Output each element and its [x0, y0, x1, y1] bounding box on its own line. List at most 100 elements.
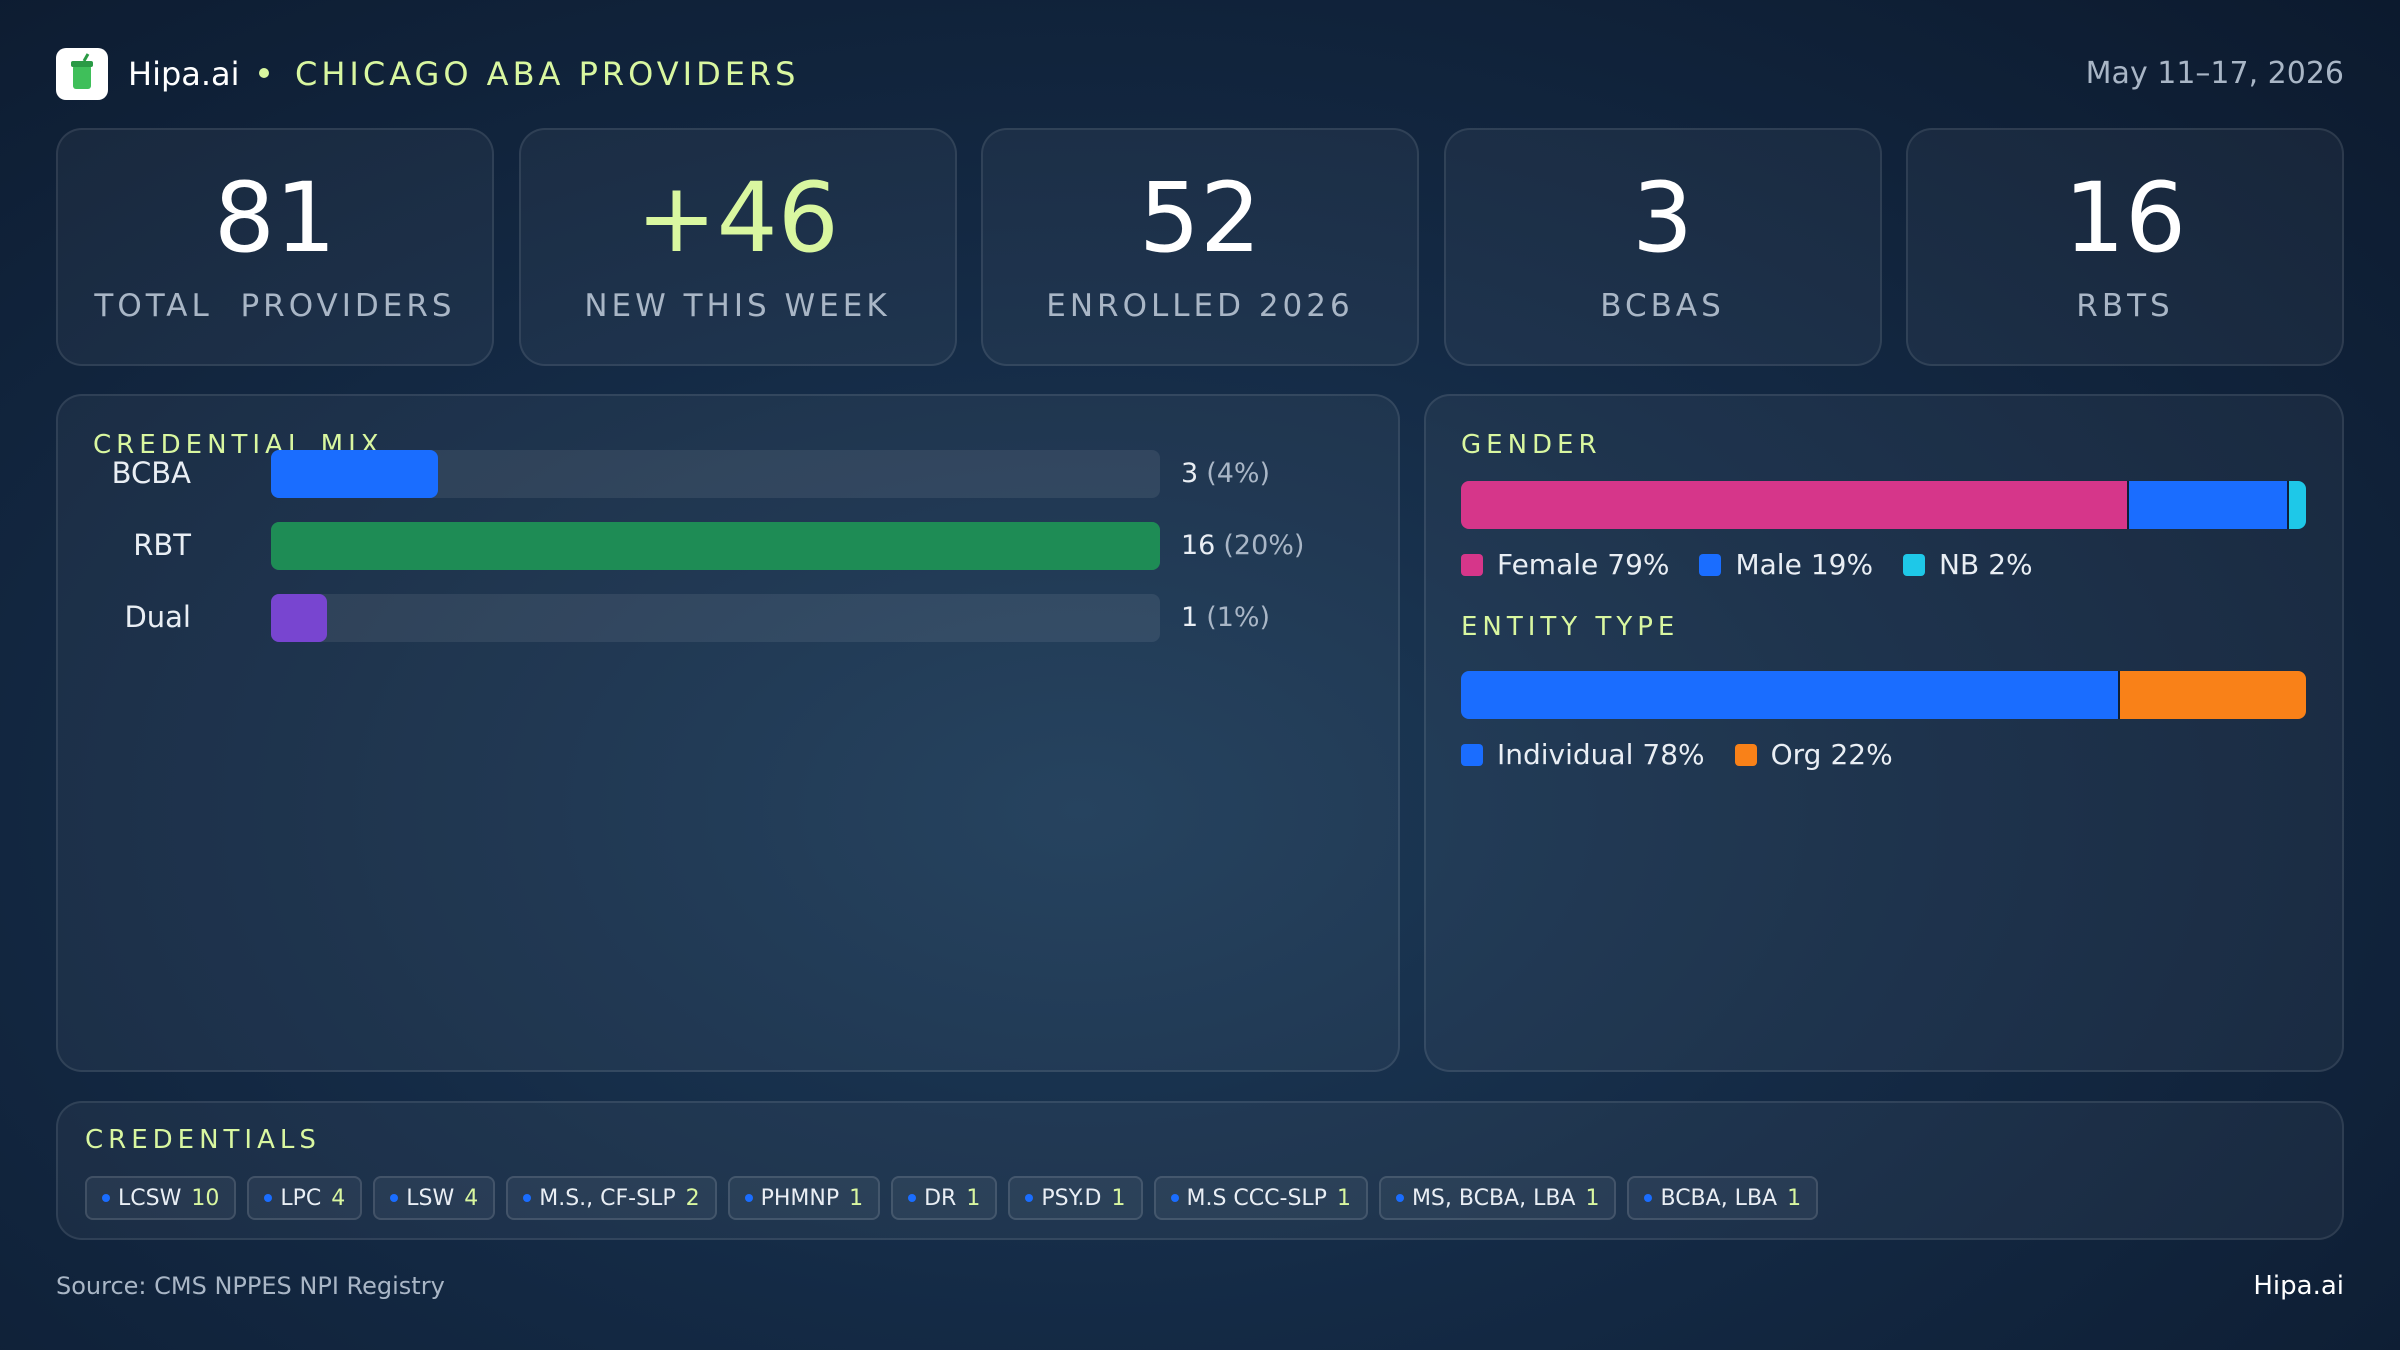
chip-count: 2: [685, 1185, 700, 1211]
bar-value: 1 (1%): [1181, 602, 1270, 633]
bar-track: [271, 522, 1160, 570]
logo-icon: [71, 53, 93, 89]
legend-item: Male 19%: [1699, 548, 1873, 581]
credential-chip: M.S., CF-SLP 2: [506, 1176, 717, 1220]
bar-segment: [2128, 481, 2290, 529]
bar-row: BCBA 3 (4%): [58, 450, 1398, 498]
credential-mix-panel: CREDENTIAL MIX BCBA 3 (4%) RBT 16 (20%) Dual 1(…: [56, 394, 1400, 1072]
chip-label: BCBA, LBA: [1660, 1185, 1778, 1211]
share-text: (1%): [1206, 602, 1271, 633]
bar: [271, 450, 438, 498]
kpi-value: 52: [1138, 162, 1262, 274]
chip-label: M.S., CF-SLP: [539, 1185, 676, 1211]
credential-chip: BCBA, LBA 1: [1627, 1176, 1819, 1220]
chip-label: LCSW: [118, 1185, 182, 1211]
bar: [271, 594, 327, 642]
chip-dot: [1025, 1194, 1034, 1202]
credential-chip: LCSW 10: [85, 1176, 237, 1220]
chip-count: 1: [849, 1185, 864, 1211]
chip-label: LSW: [406, 1185, 455, 1211]
legend-swatch: [1903, 553, 1926, 576]
credential-chip: MS, BCBA, LBA 1: [1378, 1176, 1617, 1220]
legend: Female 79% Male 19% NB 2%: [1461, 548, 2033, 581]
bar-row: RBT 16 (20%): [58, 522, 1398, 570]
credential-chip: LPC 4: [247, 1176, 363, 1220]
legend-value: 2%: [1988, 548, 2033, 581]
kpi-label: NEW THIS WEEK: [584, 288, 891, 324]
chip-dot: [264, 1194, 273, 1202]
chip-label: LPC: [280, 1185, 322, 1211]
kpi-label: BCBAS: [1600, 288, 1725, 324]
legend-swatch: [1461, 743, 1483, 766]
chip-count: 1: [1111, 1185, 1126, 1211]
source: Source: CMS NPPES NPI Registry: [56, 1272, 445, 1300]
share-text: (4%): [1206, 458, 1271, 489]
credential-chip: PSY.D 1: [1008, 1176, 1143, 1220]
bar-segment: [2289, 481, 2306, 529]
legend-item: Individual 78%: [1461, 738, 1705, 771]
chip-count: 1: [1585, 1185, 1600, 1211]
bar: [271, 522, 1160, 570]
share-text: (20%): [1223, 530, 1305, 561]
legend-item: Female 79%: [1461, 548, 1669, 581]
logo: [56, 48, 108, 100]
kpi-card: 3 BCBAS: [1443, 128, 1882, 366]
legend-name: Male: [1735, 548, 1802, 581]
bar-track: [271, 594, 1160, 642]
credential-chip: DR 1: [891, 1176, 998, 1220]
legend-item: NB 2%: [1903, 548, 2033, 581]
kpi-card: 52 ENROLLED 2026: [981, 128, 1419, 366]
chip-count: 10: [191, 1185, 220, 1211]
legend-value: 22%: [1830, 738, 1893, 771]
value-text: 1: [1181, 602, 1199, 633]
section-title: GENDER: [1461, 430, 1602, 460]
chip-dot: [1395, 1194, 1404, 1202]
chip-count: 1: [966, 1185, 981, 1211]
bar-label: RBT: [133, 528, 191, 562]
chip-count: 1: [1787, 1185, 1802, 1211]
kpi-value: 3: [1631, 162, 1694, 274]
section-title: CREDENTIALS: [85, 1125, 321, 1155]
chip-count: 1: [1336, 1185, 1351, 1211]
legend-swatch: [1734, 743, 1757, 766]
value-text: 16: [1181, 530, 1216, 561]
credentials-panel: [56, 1101, 2344, 1240]
credential-chip: LSW 4: [373, 1176, 496, 1220]
bar-value: 16 (20%): [1181, 530, 1304, 561]
value-text: 3: [1181, 458, 1199, 489]
bar-track: [271, 450, 1160, 498]
kpi-label: RBTS: [2076, 288, 2174, 324]
chip-label: M.S CCC-SLP: [1186, 1185, 1327, 1211]
legend-name: Female: [1497, 548, 1599, 581]
legend-swatch: [1699, 553, 1722, 576]
brand: Hipa.ai: [128, 55, 240, 93]
chip-label: MS, BCBA, LBA: [1411, 1185, 1576, 1211]
kpi-card: 16 RBTS: [1906, 128, 2344, 366]
credential-chip: PHMNP 1: [727, 1176, 881, 1220]
chip-label: PHMNP: [760, 1185, 840, 1211]
section-title: ENTITY TYPE: [1461, 612, 1680, 642]
page-title: CHICAGO ABA PROVIDERS: [295, 55, 800, 93]
legend-value: 78%: [1642, 738, 1705, 771]
bullet: [259, 68, 269, 78]
footer-brand: Hipa.ai: [2253, 1271, 2344, 1301]
chip-label: DR: [924, 1185, 957, 1211]
legend-item: Org 22%: [1734, 738, 1893, 771]
bar-segment: [1461, 481, 2129, 529]
legend-name: Individual: [1497, 738, 1634, 771]
chip-dot: [1170, 1194, 1179, 1202]
bar-label: BCBA: [111, 456, 191, 490]
chip-list: LCSW 10 LPC 4 LSW 4 M.S., CF-SLP 2 PHMNP 1 DR 1 PSY.…: [85, 1176, 1819, 1220]
legend-name: NB: [1939, 548, 1980, 581]
chip-label: PSY.D: [1041, 1185, 1102, 1211]
kpi-label: ENROLLED 2026: [1046, 288, 1354, 324]
chip-dot: [744, 1194, 753, 1202]
bar-value: 3 (4%): [1181, 458, 1270, 489]
legend-value: 79%: [1607, 548, 1670, 581]
kpi-card: 81 TOTAL PROVIDERS: [56, 128, 494, 366]
stacked-bar: [1461, 671, 2306, 719]
kpi-value: 16: [2063, 162, 2187, 274]
chip-dot: [1644, 1194, 1653, 1202]
legend-swatch: [1461, 553, 1483, 576]
